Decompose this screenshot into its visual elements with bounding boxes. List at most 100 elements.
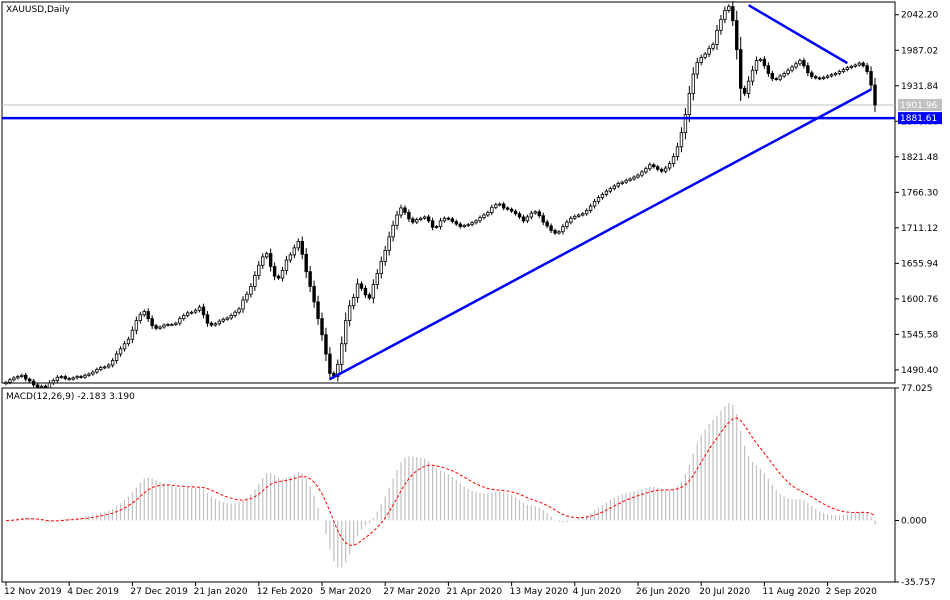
candle-body — [347, 305, 352, 321]
candle-body — [296, 241, 300, 249]
candle — [837, 69, 842, 76]
candle — [292, 244, 297, 259]
candle-body — [794, 63, 798, 68]
candle-body — [663, 167, 668, 172]
candle-body — [442, 217, 447, 222]
candle-body — [707, 47, 711, 55]
candle — [490, 204, 494, 216]
candle — [553, 228, 557, 235]
candle-body — [118, 348, 123, 355]
candle — [462, 223, 466, 229]
candle-body — [746, 80, 751, 94]
candle — [679, 127, 684, 153]
candle — [486, 210, 490, 217]
candle — [482, 213, 486, 220]
candle-body — [233, 311, 237, 316]
candle-body — [20, 374, 24, 377]
macd-panel[interactable] — [1, 387, 896, 583]
candle — [170, 322, 174, 326]
candle-body — [359, 283, 364, 289]
candle — [778, 73, 782, 82]
candle — [829, 73, 834, 78]
candle — [703, 52, 707, 60]
candle-body — [849, 65, 853, 69]
candle-body — [71, 377, 75, 380]
candle-body — [221, 318, 225, 322]
candle — [711, 42, 715, 51]
candle — [509, 207, 514, 213]
candle-body — [687, 92, 692, 116]
candle — [87, 372, 91, 377]
candle — [794, 61, 798, 70]
candle-body — [146, 311, 150, 320]
candle-body — [584, 210, 589, 215]
candle — [806, 62, 810, 77]
candle — [656, 164, 660, 172]
time-tick-label: 5 Mar 2020 — [320, 587, 372, 597]
candle — [770, 70, 774, 82]
candle — [695, 57, 699, 79]
candle-body — [490, 206, 494, 213]
candle-body — [261, 256, 265, 266]
candle — [671, 153, 676, 167]
candle — [442, 216, 447, 223]
candle-body — [284, 259, 289, 271]
candle-body — [114, 353, 119, 361]
candle — [731, 1, 735, 27]
candle-body — [818, 77, 822, 80]
candle-body — [565, 221, 569, 228]
candle — [727, 4, 731, 13]
candle — [407, 209, 411, 222]
candle — [675, 142, 680, 161]
candle-body — [482, 214, 486, 218]
candle — [833, 71, 838, 77]
candle-body — [691, 73, 695, 94]
candle — [513, 209, 518, 216]
candle-body — [375, 273, 379, 285]
candle — [276, 274, 281, 280]
candle-body — [711, 44, 715, 49]
time-axis: 12 Nov 2019 4 Dec 2019 27 Dec 2019 21 Jan 2… — [4, 582, 877, 597]
candle — [399, 204, 403, 219]
candle — [67, 376, 71, 381]
candle — [280, 266, 285, 282]
candle — [75, 375, 79, 380]
candle — [99, 365, 103, 372]
price-label-bg — [898, 98, 942, 111]
candle — [51, 378, 56, 385]
price-tick-label: 1655.94 — [901, 259, 938, 269]
candle — [719, 14, 723, 35]
candle — [178, 316, 182, 326]
candle — [31, 378, 36, 388]
candle-body — [632, 176, 636, 180]
candle — [336, 359, 340, 382]
candle-body — [588, 205, 593, 211]
macd-tick-label: 77.025 — [901, 384, 933, 394]
candle-body — [758, 58, 763, 61]
candle — [91, 370, 95, 376]
candle-body — [39, 385, 44, 388]
candle-body — [209, 322, 214, 326]
candle-body — [403, 207, 407, 213]
candle-body — [624, 179, 628, 183]
candle — [63, 374, 67, 381]
candle-body — [505, 207, 510, 210]
candle-body — [727, 6, 731, 11]
trendlines[interactable] — [329, 4, 872, 381]
candle — [557, 230, 561, 235]
candle-body — [446, 217, 451, 220]
candle — [616, 181, 620, 188]
candle — [209, 321, 214, 327]
candle — [308, 266, 312, 293]
candle-body — [778, 75, 782, 80]
candle-body — [257, 264, 261, 276]
candle-body — [628, 178, 632, 181]
candle-body — [825, 75, 830, 78]
candle-body — [27, 378, 32, 382]
candle — [430, 217, 435, 231]
macd-tick-label: -35.757 — [901, 578, 936, 588]
candle — [59, 375, 63, 379]
macd-axis: 77.025 0.000 -35.757 — [895, 384, 936, 588]
candle-body — [608, 188, 613, 192]
